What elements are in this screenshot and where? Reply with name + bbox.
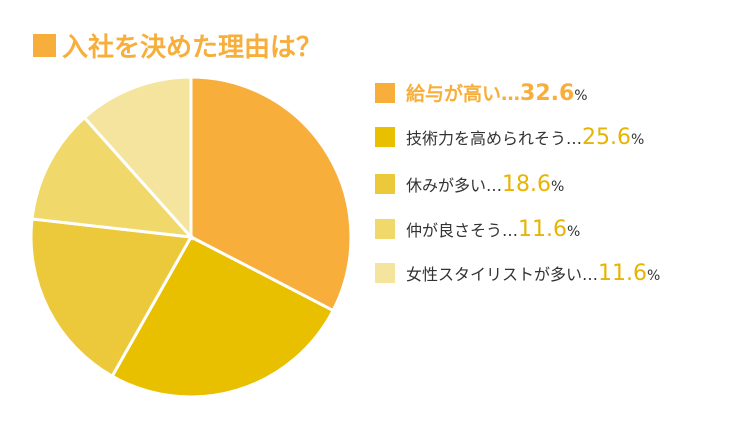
chart-title: 入社を決めた理由は？ [62, 32, 322, 63]
legend-label: 休みが多い [406, 176, 486, 195]
legend-unit: % [551, 179, 564, 195]
pie-slice [29, 217, 194, 379]
legend-unit: % [567, 224, 580, 240]
legend-swatch [375, 219, 395, 239]
legend-swatch [375, 263, 395, 283]
legend-unit: % [631, 132, 644, 148]
legend-separator: … [486, 176, 502, 195]
legend-separator: … [501, 83, 520, 105]
pie-slice [82, 75, 193, 241]
legend-unit: % [647, 268, 660, 284]
legend-value: 18.6 [502, 172, 551, 197]
legend-entry: 給与が高い…32.6% [406, 81, 588, 106]
legend-swatch [375, 83, 395, 103]
legend-separator: … [582, 265, 598, 284]
legend-separator: … [566, 129, 582, 148]
pie-slice [189, 75, 353, 313]
legend-separator: … [502, 221, 518, 240]
legend-label: 女性スタイリストが多い [406, 265, 582, 284]
legend-value: 32.6 [520, 81, 574, 106]
legend-label: 仲が良さそう [406, 221, 502, 240]
legend-value: 11.6 [598, 261, 647, 286]
legend-entry: 女性スタイリストが多い…11.6% [406, 261, 660, 286]
legend-entry: 休みが多い…18.6% [406, 172, 564, 197]
legend-value: 25.6 [582, 125, 631, 150]
legend-label: 給与が高い [406, 82, 501, 105]
title-icon [33, 34, 56, 57]
legend-unit: % [574, 88, 587, 104]
legend-entry: 技術力を高められそう…25.6% [406, 125, 644, 150]
legend-entry: 仲が良さそう…11.6% [406, 217, 580, 242]
legend-value: 11.6 [518, 217, 567, 242]
pie-slice [30, 115, 195, 239]
pie-slice [110, 235, 336, 399]
legend-label: 技術力を高められそう [406, 129, 566, 148]
legend-swatch [375, 127, 395, 147]
legend-swatch [375, 174, 395, 194]
